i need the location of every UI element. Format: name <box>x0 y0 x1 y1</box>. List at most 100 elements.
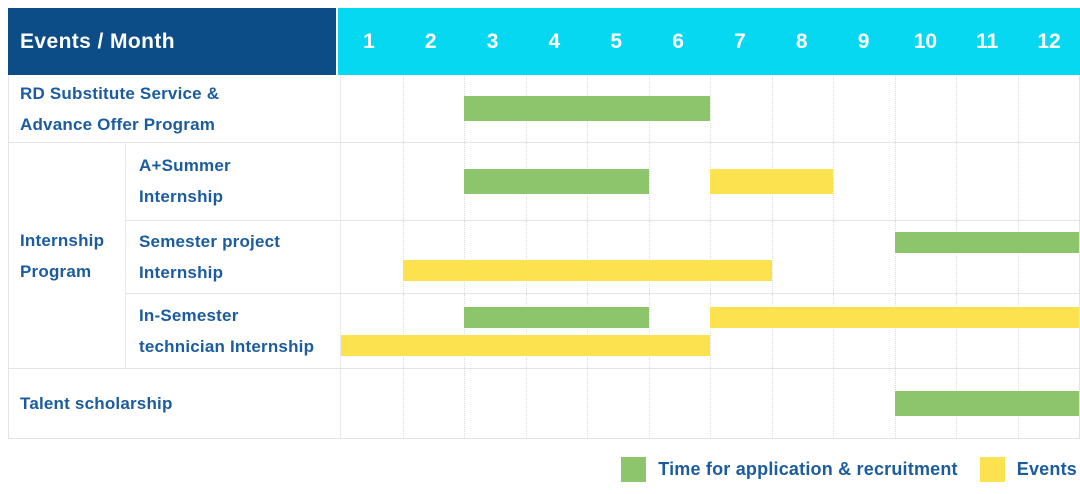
row-label-talent-scholarship: Talent scholarship <box>9 369 340 438</box>
label-line: Internship <box>139 187 224 207</box>
month-header-cell-8: 8 <box>795 29 808 53</box>
gantt-bar-yellow <box>402 260 772 282</box>
bar-lines <box>341 294 1079 368</box>
month-header-cell-10: 10 <box>913 29 938 53</box>
label-line: Program <box>20 261 92 281</box>
month-gridline <box>833 220 834 294</box>
gantt-bar-green <box>464 96 710 121</box>
month-header-cell-11: 11 <box>976 29 999 53</box>
month-gridline <box>525 294 527 368</box>
bar-line <box>341 232 1079 254</box>
month-gridline <box>464 294 465 368</box>
bar-line <box>341 260 1079 282</box>
label-line: Internship <box>20 230 105 250</box>
chart-cell <box>340 294 1079 368</box>
bar-line <box>341 334 1079 356</box>
month-header-cell-7: 7 <box>734 29 746 53</box>
month-gridline <box>956 220 957 294</box>
chart-cell <box>340 143 1079 220</box>
month-gridline <box>710 369 711 438</box>
chart-cell <box>340 369 1079 438</box>
row-in-semester-technician-internship: In-Semester technician Internship <box>125 294 1079 368</box>
bar-lines <box>341 75 1079 142</box>
month-header-cell-1: 1 <box>363 29 375 53</box>
chart-cell <box>340 75 1079 142</box>
events-month-table: Events / Month 1 2 3 4 5 6 7 8 9 10 11 12 RD Substi… <box>8 8 1080 439</box>
month-header-cell-12: 12 <box>1037 29 1061 53</box>
month-gridline <box>710 220 711 294</box>
month-gridline <box>587 294 588 368</box>
gantt-bar-yellow <box>710 306 1079 328</box>
month-header-row: 1 2 3 4 5 6 7 8 9 10 11 12 <box>338 8 1080 75</box>
month-gridline <box>648 369 650 438</box>
row-label-semester-project-internship: Semester project Internship <box>125 220 340 294</box>
row-rd-substitute-service: RD Substitute Service & Advance Offer Pro… <box>9 75 1079 143</box>
month-gridline <box>894 75 896 142</box>
month-gridline <box>833 294 834 368</box>
month-header-cell-5: 5 <box>610 29 623 53</box>
month-gridline <box>464 220 465 294</box>
month-gridline <box>956 294 957 368</box>
label-line: technician Internship <box>139 337 315 357</box>
month-header-cell-2: 2 <box>424 29 437 53</box>
row-semester-project-internship: Semester project Internship <box>125 220 1079 295</box>
group-label-internship-program: Internship Program <box>9 143 125 368</box>
row-internship-program: Internship Program A+Summer Internship Semes… <box>9 143 1079 369</box>
month-gridline <box>894 294 896 368</box>
month-gridline <box>771 294 773 368</box>
label-line: Semester project <box>139 231 281 251</box>
month-gridline <box>771 220 773 294</box>
legend-swatch-yellow <box>979 456 1005 482</box>
bar-lines <box>341 221 1079 294</box>
bar-line <box>341 306 1079 328</box>
label-line: Advance Offer Program <box>20 114 216 134</box>
label-line: A+Summer <box>139 156 231 176</box>
label-line: In-Semester <box>139 306 239 326</box>
row-a-plus-summer-internship: A+Summer Internship <box>125 143 1079 221</box>
bar-lines <box>341 143 1079 220</box>
row-label-a-plus-summer-internship: A+Summer Internship <box>125 143 340 220</box>
bar-line <box>341 391 1079 416</box>
label-line: Internship <box>139 262 224 282</box>
gantt-bar-yellow <box>341 334 710 356</box>
month-gridline <box>402 369 404 438</box>
month-gridline <box>525 369 527 438</box>
month-header-cell-4: 4 <box>548 29 561 53</box>
month-gridline <box>648 294 650 368</box>
month-gridline <box>894 143 896 220</box>
month-gridline <box>402 143 404 220</box>
legend-label-application: Time for application & recruitment <box>658 458 958 479</box>
gantt-bar-green <box>464 306 649 328</box>
month-gridline <box>956 75 957 142</box>
month-gridline <box>771 369 773 438</box>
legend-swatch-green <box>621 456 647 482</box>
group-children-internship-program: A+Summer Internship Semester project Intern… <box>125 143 1079 368</box>
month-gridline <box>894 220 896 294</box>
month-gridline <box>525 220 527 294</box>
legend-label-events: Events <box>1016 458 1077 479</box>
gantt-bar-green <box>894 232 1079 254</box>
table-header-row: Events / Month 1 2 3 4 5 6 7 8 9 10 11 12 <box>8 8 1080 75</box>
month-gridline <box>1017 220 1019 294</box>
row-label-in-semester-technician-internship: In-Semester technician Internship <box>125 294 340 368</box>
month-header-cell-9: 9 <box>857 29 870 53</box>
table-header-title: Events / Month <box>8 8 338 75</box>
month-gridline <box>1017 143 1019 220</box>
table-body: RD Substitute Service & Advance Offer Pro… <box>8 75 1080 439</box>
row-label-rd-substitute-service: RD Substitute Service & Advance Offer Pro… <box>9 75 340 142</box>
month-gridline <box>402 220 404 294</box>
bar-lines <box>341 369 1079 438</box>
month-gridline <box>402 294 404 368</box>
gantt-bar-green <box>464 168 649 194</box>
month-gridline <box>710 75 711 142</box>
month-header-cell-3: 3 <box>486 29 499 53</box>
row-talent-scholarship: Talent scholarship <box>9 369 1079 438</box>
legend: Time for application & recruitment Event… <box>621 456 1077 482</box>
month-gridline <box>648 143 650 220</box>
month-gridline <box>833 75 834 142</box>
month-gridline <box>710 294 711 368</box>
label-line: Talent scholarship <box>20 394 173 413</box>
month-gridline <box>956 143 957 220</box>
month-gridline <box>648 220 650 294</box>
